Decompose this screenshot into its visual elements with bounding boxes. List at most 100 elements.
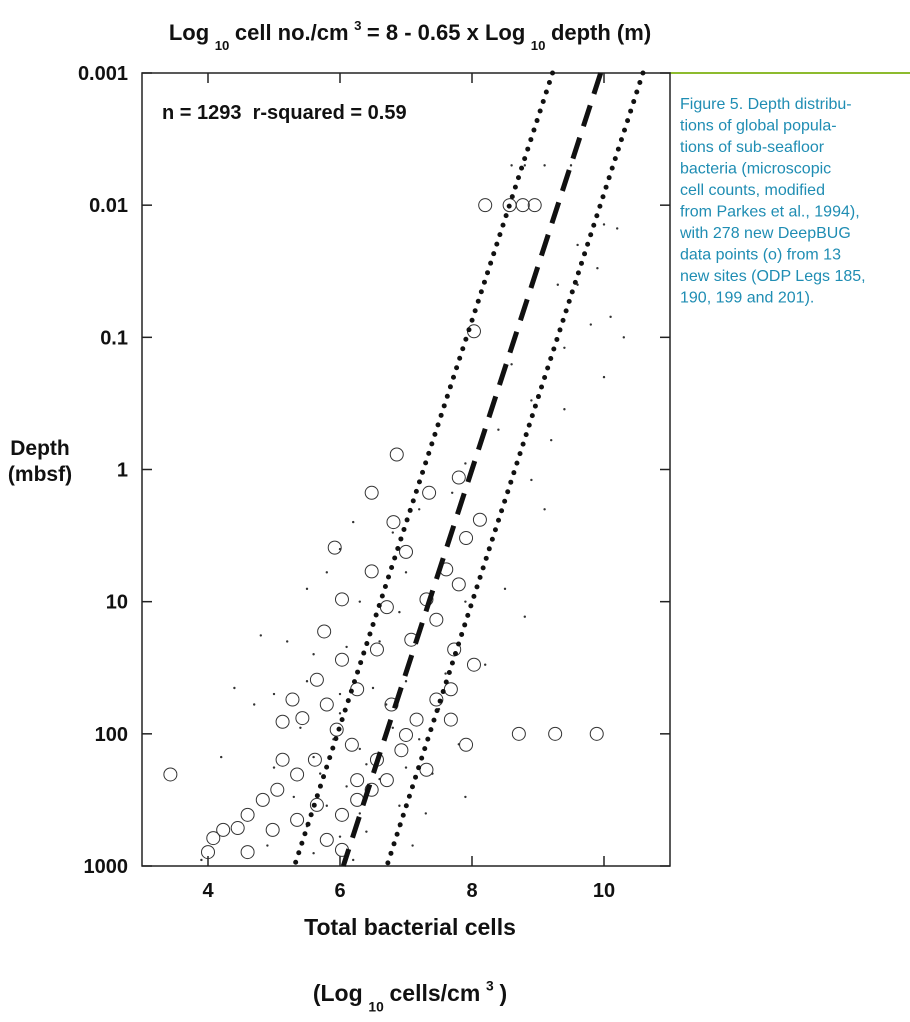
text-sup: 3 (354, 18, 361, 33)
data-point (344, 737, 359, 752)
data-point (484, 663, 487, 666)
data-point (589, 323, 592, 326)
data-point (443, 682, 458, 697)
data-point (364, 564, 379, 579)
data-point (399, 544, 413, 559)
data-point (523, 615, 526, 618)
data-point (464, 600, 467, 603)
data-point (596, 267, 599, 270)
y-tick-label: 0.1 (100, 327, 128, 349)
data-point (511, 726, 526, 741)
data-point (616, 227, 619, 230)
data-point (309, 672, 324, 687)
data-point (404, 680, 408, 683)
caption-line: bacteria (microscopic (680, 161, 831, 178)
data-point (379, 600, 394, 615)
data-point (451, 577, 466, 592)
data-point (527, 198, 542, 213)
data-point (317, 624, 332, 639)
data-point (305, 587, 309, 591)
data-point (369, 642, 384, 657)
data-point (464, 462, 467, 465)
data-point (206, 831, 221, 846)
data-point (272, 692, 276, 696)
data-point (385, 703, 388, 706)
y-axis-label: Depth (10, 437, 70, 460)
fit-line (384, 70, 646, 869)
data-point (398, 610, 401, 614)
data-point (240, 845, 255, 860)
y-axis-label: (mbsf) (8, 463, 72, 486)
data-point (424, 812, 427, 815)
data-point (295, 711, 310, 726)
data-point (299, 726, 302, 729)
data-point (358, 812, 361, 815)
data-point (443, 712, 458, 727)
data-point (411, 844, 414, 847)
data-point (220, 755, 223, 759)
data-point (459, 531, 474, 546)
y-tick-label: 10 (106, 592, 128, 614)
text-sup: 3 (486, 979, 494, 994)
data-point (451, 491, 454, 494)
data-point (404, 766, 408, 769)
text-part: Total bacterial cells (304, 914, 516, 940)
data-point (391, 531, 394, 534)
data-point (345, 785, 348, 788)
data-point (543, 508, 546, 511)
data-point (327, 540, 342, 555)
x-tick-label: 10 (593, 880, 615, 902)
data-point (309, 797, 324, 812)
data-point (386, 515, 401, 530)
data-point (364, 782, 379, 797)
data-point (563, 346, 566, 349)
fit-line (291, 70, 556, 869)
data-point (240, 807, 255, 822)
data-point (329, 722, 344, 737)
text-sub: 10 (531, 38, 546, 53)
text-part: = 8 - 0.65 x Log (367, 20, 525, 45)
y-tick-label: 0.01 (89, 195, 128, 217)
data-point (622, 336, 625, 339)
data-point (307, 752, 322, 767)
plot-frame (141, 72, 671, 867)
caption-line: with 278 new DeepBUG (679, 225, 851, 242)
data-point (233, 686, 236, 690)
data-point (459, 737, 474, 752)
data-point (472, 512, 487, 527)
data-point (515, 198, 530, 213)
caption-line: tions of sub-seafloor (680, 139, 825, 156)
data-point (569, 164, 573, 167)
data-point (350, 773, 365, 788)
x-tick-label: 8 (466, 880, 477, 902)
y-tick-label: 1 (117, 460, 128, 482)
data-point (576, 243, 579, 247)
caption-line: from Parkes et al., 1994), (680, 204, 860, 221)
data-point (419, 762, 434, 777)
text-sub: 10 (368, 999, 384, 1014)
x-tick-label: 6 (334, 880, 345, 902)
data-point (334, 592, 349, 607)
data-point (556, 283, 559, 286)
data-point (259, 634, 262, 637)
data-point (378, 777, 381, 781)
data-point (497, 428, 500, 431)
data-point (399, 727, 413, 742)
data-point (429, 612, 444, 627)
data-point (503, 587, 507, 591)
data-point (312, 851, 315, 855)
annotation: n = 1293 r-squared = 0.59 (162, 102, 407, 124)
data-point (230, 821, 245, 836)
data-point (418, 738, 421, 741)
data-point (394, 743, 409, 758)
data-point (409, 712, 424, 727)
data-point (345, 645, 348, 649)
x-tick-label: 4 (202, 880, 214, 902)
data-point (275, 752, 290, 767)
data-point (404, 571, 408, 574)
caption-line: 190, 199 and 201). (680, 290, 814, 307)
data-point (216, 822, 231, 837)
data-point (447, 642, 462, 657)
